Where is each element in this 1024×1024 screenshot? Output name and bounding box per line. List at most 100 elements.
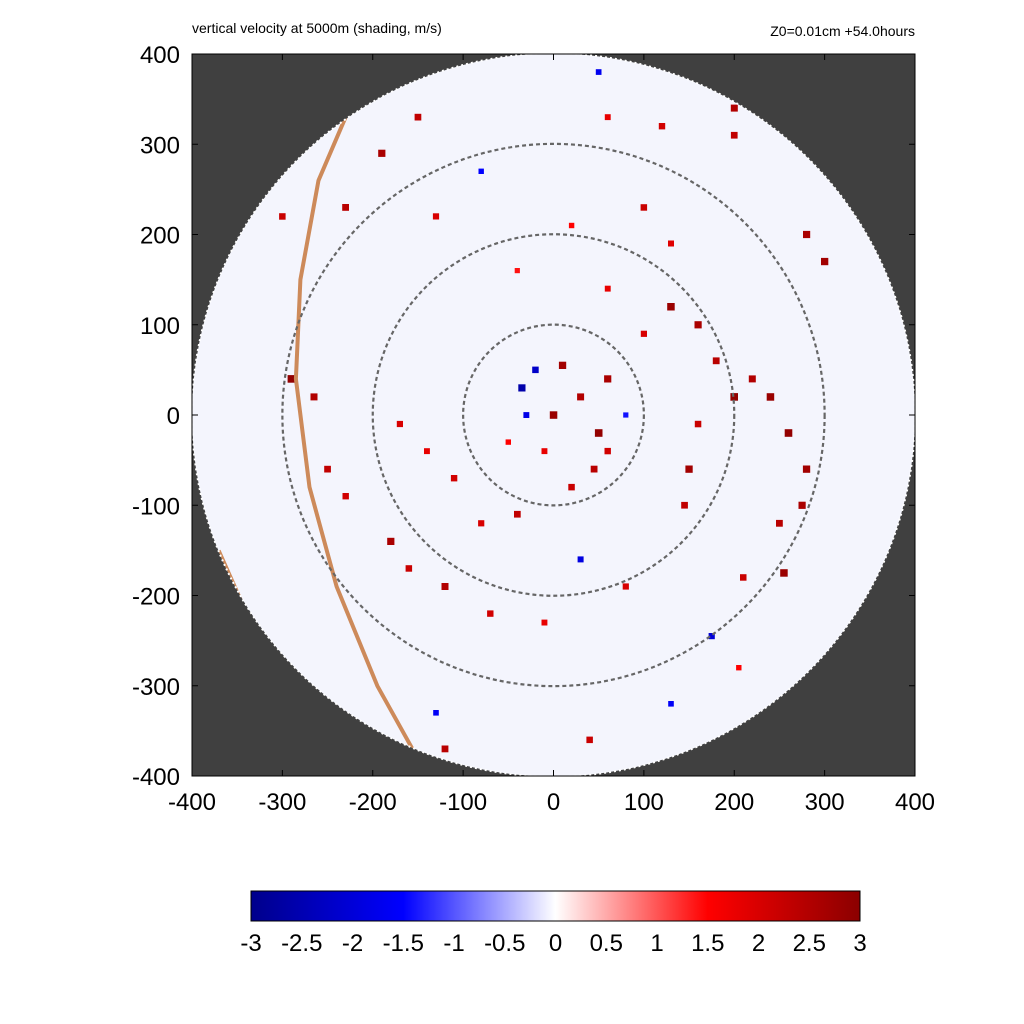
velocity-cell-4 — [568, 483, 575, 491]
velocity-features — [279, 69, 829, 753]
range-ring-100 — [462, 323, 645, 507]
y-tick-label: 200 — [140, 223, 180, 250]
colorbar-tick-label: -2 — [342, 930, 363, 957]
colorbar-tick-label: 2.5 — [793, 930, 826, 957]
y-tick-label: 300 — [140, 132, 180, 159]
velocity-cell-29 — [740, 574, 747, 581]
velocity-cell-62 — [324, 465, 331, 473]
velocity-cell-12 — [623, 412, 629, 418]
y-tick-label: -200 — [132, 584, 180, 611]
velocity-cell-66 — [730, 104, 738, 112]
velocity-cell-33 — [736, 665, 742, 671]
velocity-cell-26 — [802, 465, 811, 473]
velocity-cell-13 — [604, 447, 611, 455]
velocity-cell-15 — [694, 321, 702, 329]
velocity-cell-53 — [541, 619, 548, 626]
velocity-cell-46 — [450, 475, 458, 482]
velocity-cell-17 — [730, 393, 738, 401]
velocity-cell-54 — [577, 556, 584, 563]
velocity-cell-31 — [708, 633, 715, 640]
velocity-cell-42 — [568, 222, 575, 229]
velocity-cell-51 — [441, 583, 449, 590]
colorbar-tick-label: 0.5 — [590, 930, 623, 957]
velocity-cell-35 — [821, 257, 829, 266]
velocity-cell-59 — [279, 213, 286, 220]
velocity-cell-39 — [595, 69, 602, 75]
velocity-cell-56 — [342, 204, 349, 211]
chart-annotation: Z0=0.01cm +54.0hours — [770, 23, 915, 39]
colorbar-tick-label: -1.5 — [383, 930, 424, 957]
range-ring-200 — [371, 233, 736, 597]
velocity-cell-6 — [518, 384, 526, 392]
velocity-cell-65 — [478, 168, 484, 174]
velocity-cell-48 — [514, 510, 521, 518]
velocity-cell-25 — [784, 429, 793, 437]
velocity-cell-32 — [668, 701, 674, 707]
x-tick-label: -400 — [168, 789, 216, 816]
velocity-cell-20 — [681, 501, 688, 509]
colorbar-tick-label: 3 — [853, 930, 866, 957]
colorbar-tick-label: 1 — [650, 930, 663, 957]
velocity-cell-37 — [658, 123, 666, 130]
chart-title: vertical velocity at 5000m (shading, m/s… — [192, 20, 442, 36]
colorbar-ticks: -3 -2.5 -2 -1.5 -1 -0.5 0 0.5 1 1.5 2 2.5 3 — [240, 930, 866, 957]
colorbar-tick-label: -2.5 — [281, 930, 322, 957]
x-tick-label: -100 — [439, 789, 487, 816]
y-tick-label: -100 — [132, 493, 180, 520]
velocity-cell-43 — [514, 268, 520, 274]
velocity-cell-23 — [748, 375, 756, 383]
velocity-cell-19 — [685, 465, 693, 473]
velocity-cell-60 — [287, 375, 296, 383]
x-tick-label: -200 — [349, 789, 397, 816]
velocity-cell-0 — [549, 411, 558, 419]
y-tick-label: 100 — [140, 313, 180, 340]
velocity-cell-5 — [532, 366, 539, 374]
velocity-cell-69 — [433, 710, 439, 716]
colorbar-tick-label: 1.5 — [691, 930, 724, 957]
velocity-cell-11 — [505, 439, 511, 445]
x-tick-label: 0 — [547, 789, 560, 816]
colorbar — [250, 890, 861, 922]
colorbar-tick-label: -0.5 — [484, 930, 525, 957]
velocity-cell-44 — [424, 448, 430, 455]
velocity-cell-63 — [342, 493, 349, 500]
velocity-cell-18 — [694, 420, 702, 428]
x-axis: -400 -300 -200 -100 0 100 200 300 400 — [168, 54, 935, 816]
x-tick-label: 300 — [805, 789, 845, 816]
velocity-cell-36 — [730, 131, 738, 139]
colorbar-tick-label: -1 — [443, 930, 464, 957]
velocity-cell-1 — [577, 393, 585, 401]
velocity-cell-49 — [387, 537, 395, 545]
velocity-cell-38 — [604, 114, 611, 121]
velocity-cell-52 — [487, 610, 494, 617]
velocity-cell-64 — [432, 213, 440, 220]
velocity-cell-22 — [604, 285, 611, 292]
velocity-cell-50 — [405, 565, 413, 572]
velocity-cell-8 — [604, 375, 612, 383]
y-tick-label: -300 — [132, 674, 180, 701]
velocity-cell-7 — [523, 412, 530, 418]
colorbar-tick-label: 2 — [752, 930, 765, 957]
y-axis: 400 300 200 100 0 -100 -200 -300 -400 — [132, 42, 915, 791]
velocity-cell-47 — [478, 520, 485, 527]
x-tick-label: -300 — [258, 789, 306, 816]
velocity-cell-40 — [640, 204, 648, 211]
x-tick-label: 200 — [714, 789, 754, 816]
range-ring-300 — [281, 142, 826, 688]
y-tick-label: 400 — [140, 42, 180, 69]
velocity-cell-28 — [776, 519, 783, 527]
y-tick-label: -400 — [132, 764, 180, 791]
range-rings — [281, 142, 826, 688]
velocity-cell-68 — [441, 745, 449, 753]
x-tick-label: 400 — [895, 789, 935, 816]
velocity-cell-67 — [586, 736, 593, 744]
velocity-cell-45 — [396, 420, 403, 428]
x-tick-label: 100 — [624, 789, 664, 816]
velocity-cell-9 — [558, 361, 567, 369]
velocity-cell-41 — [668, 240, 674, 247]
velocity-cell-61 — [310, 393, 318, 401]
velocity-cell-27 — [798, 501, 806, 509]
y-tick-label: 0 — [167, 403, 180, 430]
coastline-main — [293, 116, 425, 768]
